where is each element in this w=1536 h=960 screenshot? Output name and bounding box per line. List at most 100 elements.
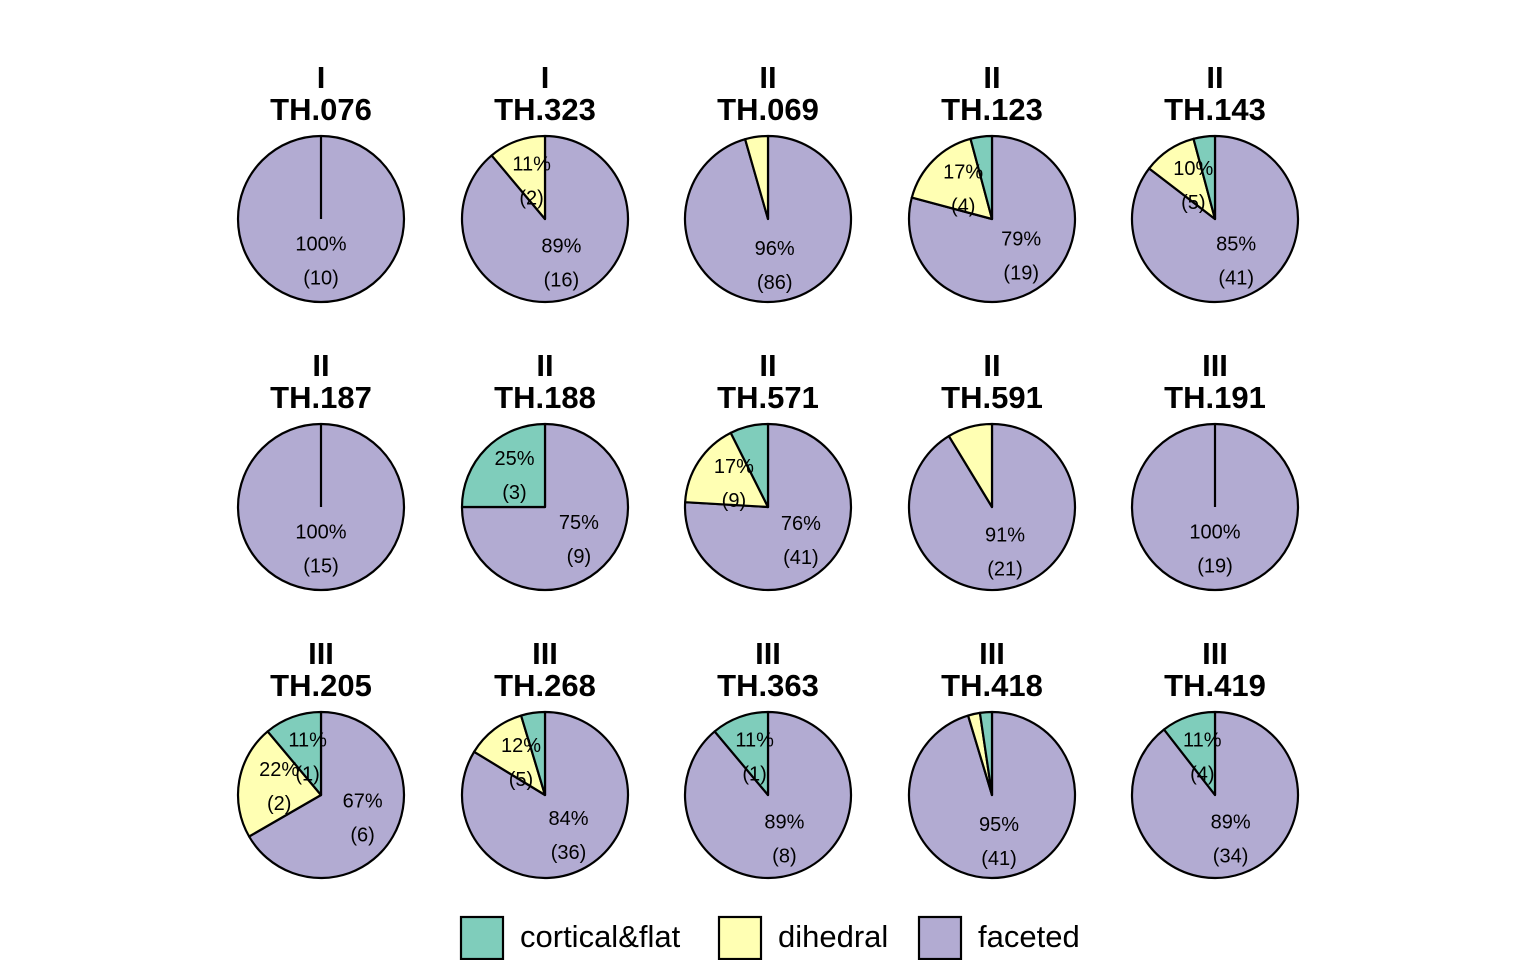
pie-group-label: II — [312, 348, 329, 383]
pie-label-pct-faceted: 75% — [559, 512, 599, 534]
slice-dihedral — [684, 431, 770, 509]
pie-label-pct-cortical-flat: 11% — [735, 729, 774, 751]
pie-id-label: TH.076 — [270, 92, 372, 127]
pie-label-count-cortical-flat: (1) — [295, 763, 319, 785]
pie-group-label: II — [983, 60, 1000, 95]
pie-id-label: TH.069 — [717, 92, 819, 127]
pie-label-count-faceted: (41) — [1218, 267, 1254, 289]
slice-cortical-flat — [1192, 134, 1217, 221]
slice-dihedral — [236, 730, 323, 838]
slice-faceted — [460, 710, 630, 880]
pie-group-label: II — [759, 60, 776, 95]
pie-id-label: TH.571 — [717, 380, 819, 415]
pie-label-pct-faceted: 91% — [985, 524, 1025, 546]
pie-group-label: II — [759, 348, 776, 383]
pie-th-076: ITH.076 100% (10) — [236, 60, 406, 304]
pie-id-label: TH.143 — [1164, 92, 1266, 127]
slice-faceted — [683, 422, 853, 592]
pie-label-count-dihedral: (5) — [1181, 192, 1205, 214]
slice-faceted — [248, 710, 406, 880]
pie-id-label: TH.323 — [494, 92, 596, 127]
pie-label-pct-dihedral: 10% — [1173, 158, 1213, 180]
pie-label-count-faceted: (8) — [772, 845, 796, 867]
pie-label-count-faceted: (19) — [1197, 555, 1233, 577]
pie-label-count-faceted: (10) — [303, 267, 339, 289]
pie-label-count-faceted: (19) — [1003, 262, 1039, 284]
pie-label-pct-faceted: 95% — [979, 814, 1019, 836]
pie-id-label: TH.419 — [1164, 668, 1266, 703]
slice-faceted — [1130, 134, 1300, 304]
pie-id-label: TH.268 — [494, 668, 596, 703]
pies-layer: ITH.076100%(10)ITH.32389%(16)11%(2)IITH.… — [236, 60, 1300, 880]
pie-label-count-dihedral: (2) — [267, 793, 291, 815]
pie-label-pct-faceted: 67% — [343, 790, 383, 812]
pie-group-label: I — [317, 60, 326, 95]
pie-group-label: III — [755, 636, 781, 671]
pie-label-pct-faceted: 89% — [1211, 812, 1251, 834]
pie-label-pct-faceted: 84% — [548, 808, 588, 830]
slice-cortical-flat — [460, 422, 547, 509]
pie-th-323: ITH.323 89% (16) 11% (2) — [460, 60, 630, 304]
pie-label-pct-dihedral: 17% — [943, 161, 983, 183]
slice-dihedral — [947, 422, 994, 509]
pie-label-pct-faceted: 79% — [1001, 228, 1041, 250]
pie-id-label: TH.591 — [941, 380, 1043, 415]
legend-swatch — [717, 915, 763, 960]
slice-cortical-flat — [729, 422, 770, 509]
pie-label-pct-dihedral: 17% — [714, 456, 754, 478]
pie-label-count-faceted: (41) — [981, 848, 1017, 870]
pie-group-label: III — [1202, 348, 1228, 383]
pie-label-pct-dihedral: 12% — [501, 735, 541, 757]
legend-label: faceted — [978, 919, 1080, 954]
slice-cortical-flat — [969, 134, 994, 221]
pie-label-count-faceted: (15) — [303, 555, 339, 577]
slice-dihedral — [490, 134, 547, 221]
pie-label-count-faceted: (34) — [1213, 846, 1249, 868]
pie-group-label: III — [1202, 636, 1228, 671]
slice-cortical-flat — [519, 710, 547, 797]
pie-group-label: III — [308, 636, 334, 671]
legend: cortical&flat dihedral faceted — [459, 915, 1080, 960]
legend-label: dihedral — [778, 919, 888, 954]
pie-group-label: II — [983, 348, 1000, 383]
pie-label-pct-faceted: 85% — [1216, 233, 1256, 255]
pie-label-pct-cortical-flat: 11% — [1183, 729, 1222, 751]
pie-label-pct-cortical-flat: 25% — [494, 448, 534, 470]
pie-id-label: TH.191 — [1164, 380, 1266, 415]
pie-id-label: TH.363 — [717, 668, 819, 703]
pie-label-pct-dihedral: 22% — [259, 759, 299, 781]
pie-label-count-cortical-flat: (1) — [742, 763, 766, 785]
pie-group-label: I — [541, 60, 550, 95]
pie-label-count-faceted: (6) — [350, 824, 374, 846]
pie-id-label: TH.418 — [941, 668, 1043, 703]
pie-label-count-faceted: (86) — [757, 272, 793, 294]
legend-label: cortical&flat — [520, 919, 681, 954]
slice-cortical-flat — [978, 710, 994, 797]
pie-label-pct-dihedral: 11% — [512, 153, 551, 175]
slice-cortical-flat — [266, 710, 323, 797]
legend-swatch — [459, 915, 505, 960]
pie-id-label: TH.123 — [941, 92, 1043, 127]
legend-item-faceted: faceted — [917, 915, 1080, 960]
legend-swatch — [917, 915, 963, 960]
pie-id-label: TH.188 — [494, 380, 596, 415]
pie-label-pct-faceted: 89% — [541, 235, 581, 257]
slice-faceted — [907, 134, 1077, 304]
pie-label-pct-faceted: 76% — [781, 513, 821, 535]
pie-label-count-cortical-flat: (3) — [502, 482, 526, 504]
slice-faceted — [460, 422, 630, 592]
slice-cortical-flat — [1162, 710, 1217, 797]
slice-dihedral — [744, 134, 770, 221]
pie-group-label: II — [536, 348, 553, 383]
